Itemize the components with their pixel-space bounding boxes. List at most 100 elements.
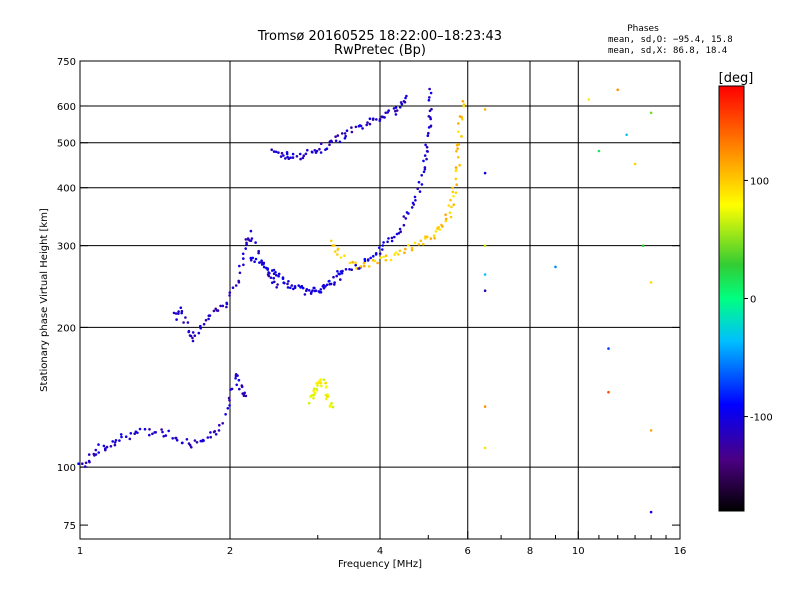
- data-point: [214, 433, 218, 436]
- x-tick-label-2: 2: [227, 546, 233, 557]
- data-point: [649, 111, 653, 115]
- data-point: [250, 237, 254, 240]
- data-point: [234, 377, 237, 380]
- data-point: [649, 429, 653, 432]
- data-point: [118, 439, 121, 442]
- x-tick-label-4: 4: [377, 546, 383, 557]
- data-point: [267, 271, 270, 274]
- data-point: [319, 288, 323, 291]
- data-point: [213, 430, 217, 433]
- data-point: [422, 170, 426, 174]
- data-point: [434, 230, 438, 233]
- data-point: [81, 462, 84, 466]
- data-point: [162, 435, 165, 438]
- data-point: [83, 465, 87, 468]
- data-point: [224, 413, 227, 416]
- data-point: [114, 439, 118, 442]
- data-point: [291, 156, 295, 159]
- data-point: [319, 142, 323, 145]
- data-point: [271, 281, 274, 285]
- data-point: [390, 236, 394, 240]
- data-point: [641, 244, 645, 247]
- data-point: [452, 203, 456, 206]
- data-point: [451, 186, 454, 190]
- data-point: [219, 304, 222, 308]
- data-point: [277, 272, 281, 276]
- data-point: [206, 436, 210, 439]
- data-point: [209, 435, 212, 439]
- data-point: [324, 397, 328, 401]
- data-point: [297, 284, 301, 287]
- data-point: [301, 286, 305, 290]
- colorbar-ticks: 100 0 -100: [744, 176, 773, 424]
- data-point: [305, 288, 309, 291]
- data-point: [423, 154, 427, 157]
- data-point: [228, 294, 231, 297]
- data-point: [167, 429, 170, 433]
- data-point: [133, 432, 136, 436]
- data-point: [298, 152, 302, 156]
- data-point: [451, 190, 455, 194]
- data-point: [215, 309, 219, 312]
- stats-o-line: mean, sd,O: −95.4, 15.8: [608, 35, 733, 45]
- data-point: [423, 166, 427, 169]
- data-point: [225, 301, 228, 305]
- data-point: [404, 247, 407, 251]
- data-point: [345, 129, 349, 132]
- data-point: [325, 147, 329, 150]
- data-point: [367, 265, 371, 268]
- data-point: [607, 347, 610, 350]
- data-point: [207, 317, 210, 321]
- data-point: [460, 135, 463, 138]
- y-tick-label-750: 750: [57, 57, 76, 68]
- data-point: [416, 187, 420, 191]
- data-point: [318, 147, 321, 151]
- data-point: [236, 374, 239, 377]
- data-point: [424, 237, 427, 240]
- data-point: [427, 115, 431, 118]
- data-point: [281, 277, 285, 281]
- data-point: [393, 253, 396, 256]
- data-point: [260, 260, 263, 264]
- data-point: [326, 395, 329, 399]
- data-point: [87, 453, 91, 456]
- data-point: [191, 339, 195, 343]
- data-point: [390, 239, 394, 243]
- data-point: [102, 444, 106, 448]
- data-point: [444, 219, 448, 223]
- data-point: [633, 162, 637, 166]
- data-point: [454, 177, 458, 181]
- data-point: [335, 274, 339, 278]
- data-point: [238, 387, 241, 391]
- data-point: [328, 282, 332, 286]
- data-point: [221, 422, 224, 425]
- data-point: [160, 428, 163, 431]
- data-point: [286, 282, 289, 286]
- data-point: [359, 265, 363, 268]
- data-point: [324, 386, 328, 389]
- data-point: [193, 439, 197, 442]
- data-point: [454, 166, 458, 169]
- data-point: [444, 213, 447, 216]
- data-point: [363, 257, 367, 261]
- data-point: [361, 127, 364, 130]
- data-point: [328, 405, 332, 408]
- data-point: [312, 393, 316, 397]
- data-point: [285, 151, 289, 154]
- data-point: [260, 263, 264, 266]
- data-point: [426, 134, 430, 137]
- data-point: [313, 391, 316, 394]
- data-point: [456, 147, 459, 150]
- data-point: [340, 132, 344, 135]
- data-point: [394, 106, 398, 109]
- data-point: [138, 427, 142, 431]
- data-point: [336, 247, 340, 251]
- data-point: [422, 242, 425, 246]
- data-point: [287, 280, 290, 283]
- data-point: [366, 259, 370, 262]
- data-point: [209, 431, 212, 434]
- data-point: [350, 130, 354, 134]
- data-point: [97, 443, 100, 446]
- data-point: [113, 443, 117, 447]
- data-point: [392, 107, 396, 110]
